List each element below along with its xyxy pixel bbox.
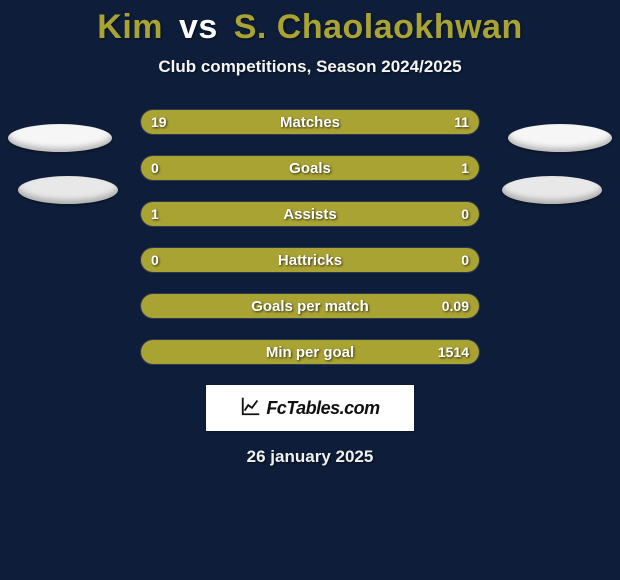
player1-avatar-bottom	[18, 176, 118, 204]
subtitle: Club competitions, Season 2024/2025	[0, 57, 620, 77]
bar-right	[405, 202, 479, 226]
bar-left	[141, 202, 405, 226]
vs-text: vs	[179, 8, 218, 46]
player1-name: Kim	[97, 8, 163, 46]
player2-name: S. Chaolaokhwan	[234, 8, 523, 46]
bar-left	[141, 294, 263, 318]
bar-left	[141, 156, 202, 180]
comparison-title: Kim vs S. Chaolaokhwan	[0, 0, 620, 47]
bar-right	[351, 110, 479, 134]
stat-row: Min per goal 1514	[140, 339, 480, 365]
stat-row: 19 Matches 11	[140, 109, 480, 135]
chart-icon	[240, 395, 262, 422]
bar-right	[263, 294, 479, 318]
stat-row: 1 Assists 0	[140, 201, 480, 227]
stat-row: 0 Goals 1	[140, 155, 480, 181]
bar-left	[141, 110, 351, 134]
bar-left	[141, 248, 310, 272]
player2-avatar-top	[508, 124, 612, 152]
date-text: 26 january 2025	[0, 447, 620, 467]
player1-avatar-top	[8, 124, 112, 152]
stat-row: Goals per match 0.09	[140, 293, 480, 319]
bar-right	[202, 156, 479, 180]
bar-right	[310, 248, 479, 272]
badge-text: FcTables.com	[266, 398, 379, 419]
bar-right	[276, 340, 479, 364]
stat-row: 0 Hattricks 0	[140, 247, 480, 273]
comparison-chart: 19 Matches 11 0 Goals 1 1 Assists 0 0 Ha…	[140, 109, 480, 365]
bar-left	[141, 340, 276, 364]
fctables-badge: FcTables.com	[206, 385, 414, 431]
player2-avatar-bottom	[502, 176, 602, 204]
